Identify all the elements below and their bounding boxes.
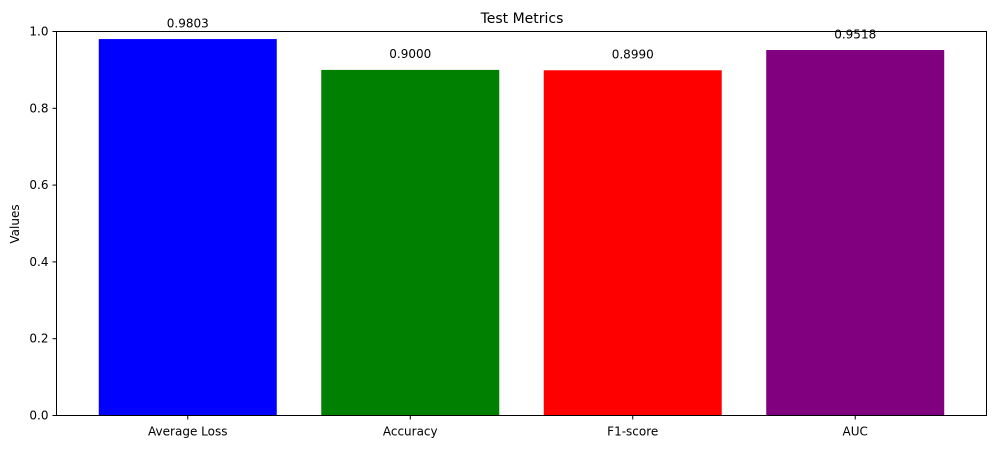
y-tick-label: 0.6 <box>29 178 48 192</box>
bar-value-labels: 0.9803 0.9000 0.8990 0.9518 <box>167 16 876 61</box>
x-axis-ticks: Average Loss Accuracy F1-score AUC <box>148 415 868 439</box>
bar-value-label: 0.9000 <box>389 47 431 61</box>
x-tick-label: Average Loss <box>148 425 227 439</box>
bar-average-loss <box>98 39 277 416</box>
y-axis-ticks: 0.0 0.2 0.4 0.6 0.8 1.0 <box>29 25 57 423</box>
chart-title: Test Metrics <box>480 11 564 27</box>
bar-auc <box>766 50 945 416</box>
bar-value-label: 0.8990 <box>612 48 654 62</box>
y-tick-label: 0.4 <box>29 255 48 269</box>
y-tick-label: 0.8 <box>29 101 48 115</box>
bar-value-label: 0.9518 <box>834 27 876 41</box>
y-tick-label: 1.0 <box>29 25 48 39</box>
x-tick-label: AUC <box>843 425 868 439</box>
y-tick-label: 0.2 <box>29 332 48 346</box>
x-tick-label: Accuracy <box>383 425 438 439</box>
bars-group <box>98 39 945 416</box>
y-tick-label: 0.0 <box>29 409 48 423</box>
x-tick-label: F1-score <box>607 425 658 439</box>
bar-value-label: 0.9803 <box>167 16 209 30</box>
plot-frame <box>56 31 987 416</box>
bar-accuracy <box>321 69 500 416</box>
y-axis-label: Values <box>8 204 22 243</box>
bar-f1-score <box>543 70 722 416</box>
